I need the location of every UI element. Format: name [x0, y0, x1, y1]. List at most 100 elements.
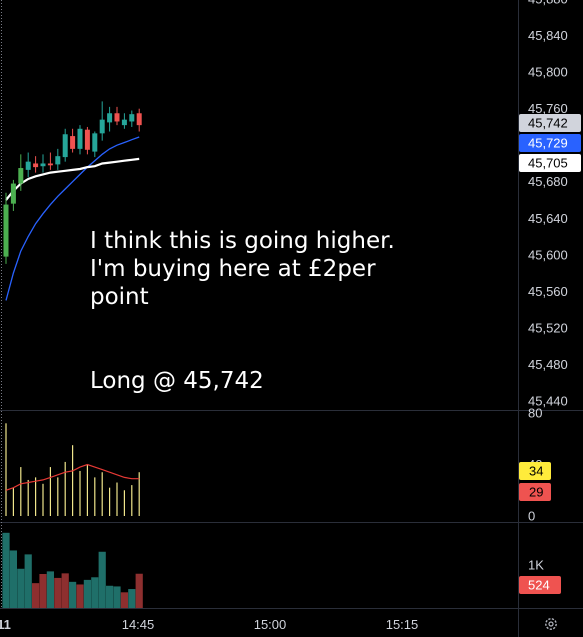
volume-value-1-badge-label: 34 — [529, 464, 543, 479]
time-tick-label: 14:45 — [122, 617, 155, 632]
candle[interactable] — [121, 113, 127, 129]
candle[interactable] — [99, 101, 105, 141]
candle-body — [10, 183, 16, 204]
ma-fast-badge — [519, 134, 581, 152]
candle-body — [92, 133, 98, 152]
ma-slow-badge-label: 45,705 — [528, 156, 568, 171]
candle[interactable] — [62, 128, 68, 162]
candle-body — [77, 128, 83, 149]
candle[interactable] — [107, 106, 113, 132]
ma-fast-badge-label: 45,729 — [528, 136, 568, 151]
lower-bar — [128, 589, 136, 608]
volume-value-2-badge — [519, 483, 551, 501]
candle[interactable] — [47, 152, 53, 170]
lower-bar — [76, 584, 84, 608]
candle-body — [33, 163, 39, 168]
candle[interactable] — [18, 154, 24, 191]
lower-bar — [2, 532, 10, 608]
candle[interactable] — [25, 152, 31, 178]
candle-body — [55, 156, 61, 165]
lower-tick-label: 1K — [528, 558, 544, 573]
price-pane[interactable] — [3, 101, 142, 301]
candle[interactable] — [33, 156, 39, 173]
volume-pane[interactable] — [5, 423, 140, 516]
lower-bar — [135, 573, 143, 608]
lower-bar — [69, 581, 77, 608]
time-tick-label: 15:15 — [386, 617, 419, 632]
lower-bar — [113, 586, 121, 608]
lower-bar — [9, 550, 17, 608]
candle-body — [129, 114, 135, 122]
time-tick-label: 15:00 — [254, 617, 287, 632]
candle-body — [70, 136, 76, 149]
lower-bar — [98, 551, 106, 608]
lower-value-badge-label: 524 — [528, 578, 550, 593]
lower-bar — [32, 583, 40, 608]
volume-value-1-badge — [519, 462, 551, 480]
lower-value-badge — [519, 576, 561, 594]
lower-bar — [120, 592, 128, 608]
price-tick-label: 45,880 — [528, 0, 568, 7]
time-axis[interactable]: 11 14:45 15:00 15:15 — [0, 617, 418, 632]
last-price-badge — [519, 114, 581, 132]
candle-body — [40, 163, 46, 167]
candle[interactable] — [10, 179, 16, 211]
lower-bar — [106, 585, 114, 608]
price-tick-label: 45,680 — [528, 174, 568, 189]
trade-annotation: I think this is going higher. I'm buying… — [90, 199, 420, 423]
candle[interactable] — [136, 108, 142, 132]
lower-bar — [61, 573, 69, 608]
candle-body — [84, 129, 90, 150]
candle[interactable] — [129, 110, 135, 127]
candle-body — [47, 163, 53, 166]
candle-body — [107, 113, 113, 123]
volume-value-2-badge-label: 29 — [529, 485, 543, 500]
price-tick-label: 45,760 — [528, 101, 568, 116]
price-tick-label: 45,560 — [528, 284, 568, 299]
candle[interactable] — [3, 192, 9, 264]
lower-bar — [46, 571, 54, 608]
candle-body — [3, 204, 9, 257]
settings-gear-icon[interactable] — [545, 618, 557, 630]
price-tick-label: 45,480 — [528, 357, 568, 372]
lower-bar — [91, 577, 99, 608]
annotation-text: I think this is going higher. I'm buying… — [90, 228, 395, 310]
candle-body — [99, 119, 105, 134]
candle[interactable] — [70, 128, 76, 153]
moving-average-slow-line — [5, 157, 140, 201]
candle[interactable] — [114, 106, 120, 126]
candle[interactable] — [55, 148, 61, 170]
price-tick-label: 45,800 — [528, 65, 568, 80]
candle-body — [18, 168, 24, 184]
price-tick-label: 45,640 — [528, 211, 568, 226]
last-price-badge-label: 45,742 — [528, 116, 568, 131]
price-tick-label: 45,840 — [528, 28, 568, 43]
lower-pane[interactable] — [2, 532, 143, 608]
candle[interactable] — [77, 125, 83, 155]
price-axis[interactable]: 45,880 45,840 45,800 45,760 45,680 45,640 45,6… — [519, 0, 581, 594]
gear-outer — [545, 618, 557, 630]
gear-inner — [548, 621, 554, 627]
price-tick-label: 45,520 — [528, 320, 568, 335]
position-label: Long @ 45,742 — [90, 368, 264, 394]
lower-bar — [17, 568, 25, 608]
lower-bar — [24, 554, 32, 608]
volume-tick-label: 80 — [528, 406, 542, 421]
candle-body — [121, 119, 127, 126]
candle[interactable] — [84, 126, 90, 155]
price-tick-label: 45,600 — [528, 247, 568, 262]
volume-ma-line — [5, 463, 140, 491]
price-tick-label: 45,440 — [528, 393, 568, 408]
candle-body — [62, 134, 68, 158]
candle-body — [25, 161, 31, 170]
candle-body — [136, 113, 142, 126]
time-tick-label: 11 — [0, 617, 11, 632]
candle-body — [114, 113, 120, 122]
candle[interactable] — [40, 154, 46, 173]
lower-bar — [54, 577, 62, 608]
candle[interactable] — [92, 131, 98, 158]
moving-average-fast-line — [5, 136, 140, 301]
